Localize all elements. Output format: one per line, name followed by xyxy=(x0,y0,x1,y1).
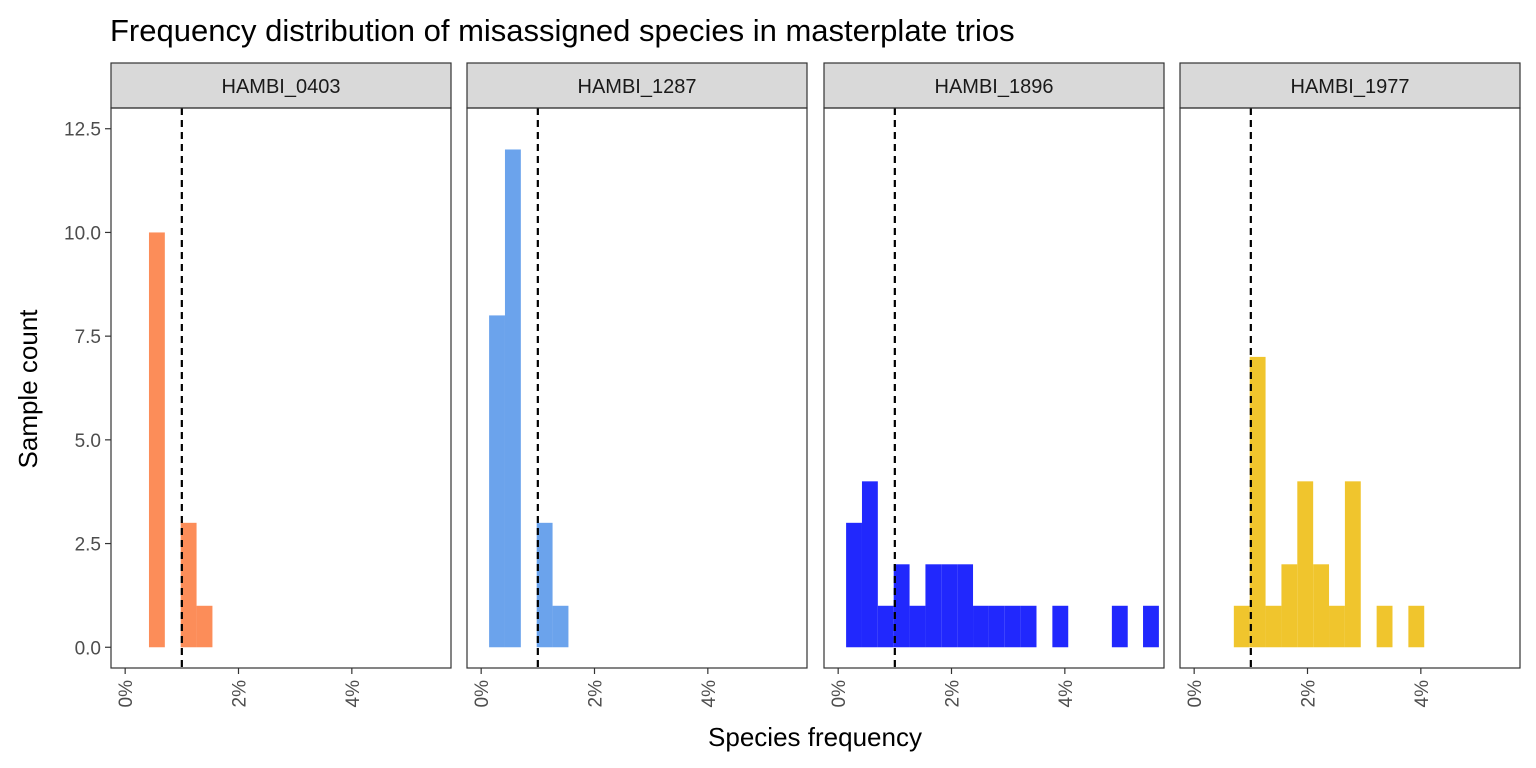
histogram-bar xyxy=(504,149,521,648)
histogram-bar xyxy=(861,481,878,648)
x-tick-label: 4% xyxy=(1412,680,1433,708)
facet-panel: HAMBI_1977 0% 2% 4% xyxy=(1179,62,1521,708)
facet-strip xyxy=(823,62,1165,109)
x-tick-label: 0% xyxy=(1185,680,1206,708)
x-tick-label: 2% xyxy=(943,680,964,708)
histogram-bar xyxy=(552,605,569,648)
x-tick-label: 4% xyxy=(699,680,720,708)
x-tick-label: 0% xyxy=(116,680,137,708)
histogram-bar xyxy=(1004,605,1021,648)
histogram-bar xyxy=(957,564,974,648)
histogram-bar xyxy=(1249,356,1266,648)
chart-title: Frequency distribution of misassigned sp… xyxy=(110,13,1015,48)
x-tick-label: 2% xyxy=(230,680,251,708)
panel-border xyxy=(466,107,808,669)
histogram-bar xyxy=(1052,605,1069,648)
y-axis-title: Sample count xyxy=(13,309,43,469)
x-tick-label: 2% xyxy=(586,680,607,708)
y-tick-label: 12.5 xyxy=(64,120,101,141)
y-axis: 0.0 2.5 5.0 7.5 10.0 12.5 xyxy=(64,120,111,659)
histogram-bar xyxy=(1376,605,1393,648)
histogram-bar xyxy=(925,564,942,648)
x-tick-label: 0% xyxy=(472,680,493,708)
histogram-bar xyxy=(1344,481,1361,648)
panel-border xyxy=(1179,107,1521,669)
facet-strip-label: HAMBI_1896 xyxy=(935,76,1054,98)
y-tick-label: 5.0 xyxy=(75,431,101,452)
histogram-bar xyxy=(973,605,989,648)
histogram-bar xyxy=(489,315,505,648)
histogram-bar xyxy=(941,564,958,648)
x-tick-label: 4% xyxy=(343,680,364,708)
histogram-bar xyxy=(1020,605,1037,648)
x-tick-label: 4% xyxy=(1056,680,1077,708)
histogram-bar xyxy=(988,605,1005,648)
facet-panel: HAMBI_1287 0% 2% 4% xyxy=(466,62,808,708)
y-tick-label: 0.0 xyxy=(75,638,101,659)
facet-panel: HAMBI_1896 0% 2% 4% xyxy=(823,62,1165,708)
histogram-bar xyxy=(909,605,926,648)
histogram-bar xyxy=(1297,481,1314,648)
facet-strip xyxy=(1179,62,1521,109)
x-tick-label: 2% xyxy=(1299,680,1320,708)
facet-strip-label: HAMBI_1287 xyxy=(578,76,697,98)
facet-panel: HAMBI_0403 0% 2% 4% xyxy=(110,62,452,708)
histogram-bar xyxy=(536,522,553,648)
histogram-bar xyxy=(893,564,910,648)
panel-border xyxy=(110,107,452,669)
histogram-bar xyxy=(148,232,165,648)
x-tick-label: 0% xyxy=(829,680,850,708)
histogram-bar xyxy=(196,605,213,648)
facet-strip-label: HAMBI_1977 xyxy=(1291,76,1410,98)
histogram-bar xyxy=(1313,564,1330,648)
x-axis-title: Species frequency xyxy=(708,722,922,752)
histogram-bar xyxy=(1329,605,1345,648)
histogram-bar xyxy=(180,522,197,648)
y-tick-label: 2.5 xyxy=(75,535,101,556)
histogram-bar xyxy=(1408,605,1425,648)
histogram-bar xyxy=(877,605,894,648)
histogram-bar xyxy=(1143,605,1159,648)
y-tick-label: 7.5 xyxy=(75,327,101,348)
facet-strip xyxy=(466,62,808,109)
histogram-bar xyxy=(1281,564,1298,648)
histogram-bar xyxy=(1233,605,1250,648)
histogram-bar xyxy=(1111,605,1128,648)
y-tick-label: 10.0 xyxy=(64,223,101,244)
panel-border xyxy=(823,107,1165,669)
facet-strip-label: HAMBI_0403 xyxy=(222,76,341,98)
histogram-bar xyxy=(846,522,862,648)
histogram-bar xyxy=(1265,605,1282,648)
